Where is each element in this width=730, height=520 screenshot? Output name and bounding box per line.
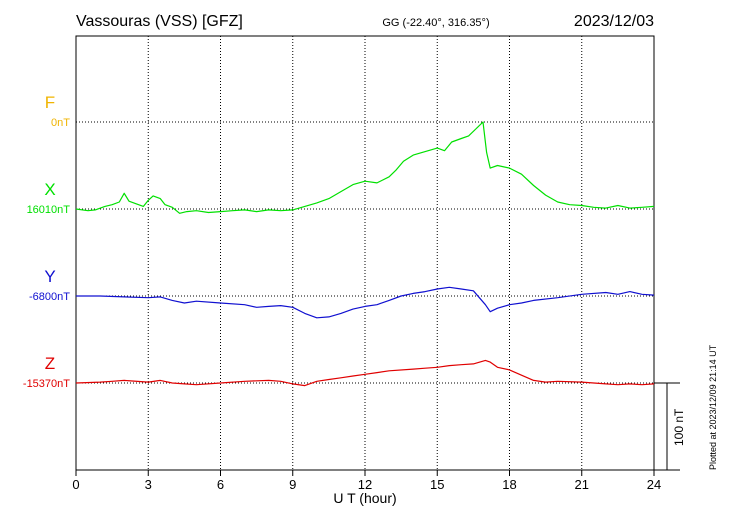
- plot-date: 2023/12/03: [574, 13, 654, 30]
- series-name-label: Z: [45, 354, 55, 373]
- series-name-label: Y: [44, 267, 55, 286]
- x-axis-title: U T (hour): [333, 490, 396, 506]
- series-z: Z -15370nT: [23, 354, 655, 390]
- x-axis-ticks: 0 3 6 9 12 15 18 21 24: [72, 470, 661, 492]
- series-baseline-label: 0nT: [51, 117, 70, 129]
- series-baseline-label: -6800nT: [29, 291, 70, 303]
- series-x: X 16010nT: [27, 121, 655, 216]
- series-f: F 0nT: [45, 93, 70, 129]
- x-tick-label: 9: [289, 477, 296, 492]
- x-tick-label: 0: [72, 477, 79, 492]
- x-tick-label: 15: [430, 477, 444, 492]
- plotted-at-note: Plotted at 2023/12/09 21:14 UT: [708, 344, 718, 470]
- x-tick-label: 18: [502, 477, 516, 492]
- series-layer: F 0nT X 16010nT Y -6800nT Z -15370nT: [23, 93, 655, 390]
- series-line-z: [75, 359, 655, 387]
- series-y: Y -6800nT: [29, 267, 655, 319]
- x-tick-label: 3: [145, 477, 152, 492]
- series-baseline-label: 16010nT: [27, 204, 71, 216]
- series-line-y: [76, 286, 655, 319]
- station-coordinates: GG (-22.40°, 316.35°): [382, 17, 489, 29]
- series-name-label: X: [44, 180, 55, 199]
- grid-lines: [76, 36, 654, 470]
- series-name-label: F: [45, 93, 55, 112]
- x-tick-label: 6: [217, 477, 224, 492]
- x-tick-label: 12: [358, 477, 372, 492]
- series-baseline-label: -15370nT: [23, 378, 70, 390]
- x-tick-label: 21: [575, 477, 589, 492]
- series-line-x: [75, 121, 655, 214]
- scale-bar: 100 nT: [654, 382, 686, 471]
- x-tick-label: 24: [647, 477, 661, 492]
- plot-frame: 0 3 6 9 12 15 18 21 24: [72, 35, 661, 492]
- scale-bar-label: 100 nT: [672, 408, 686, 446]
- station-title: Vassouras (VSS) [GFZ]: [76, 13, 243, 30]
